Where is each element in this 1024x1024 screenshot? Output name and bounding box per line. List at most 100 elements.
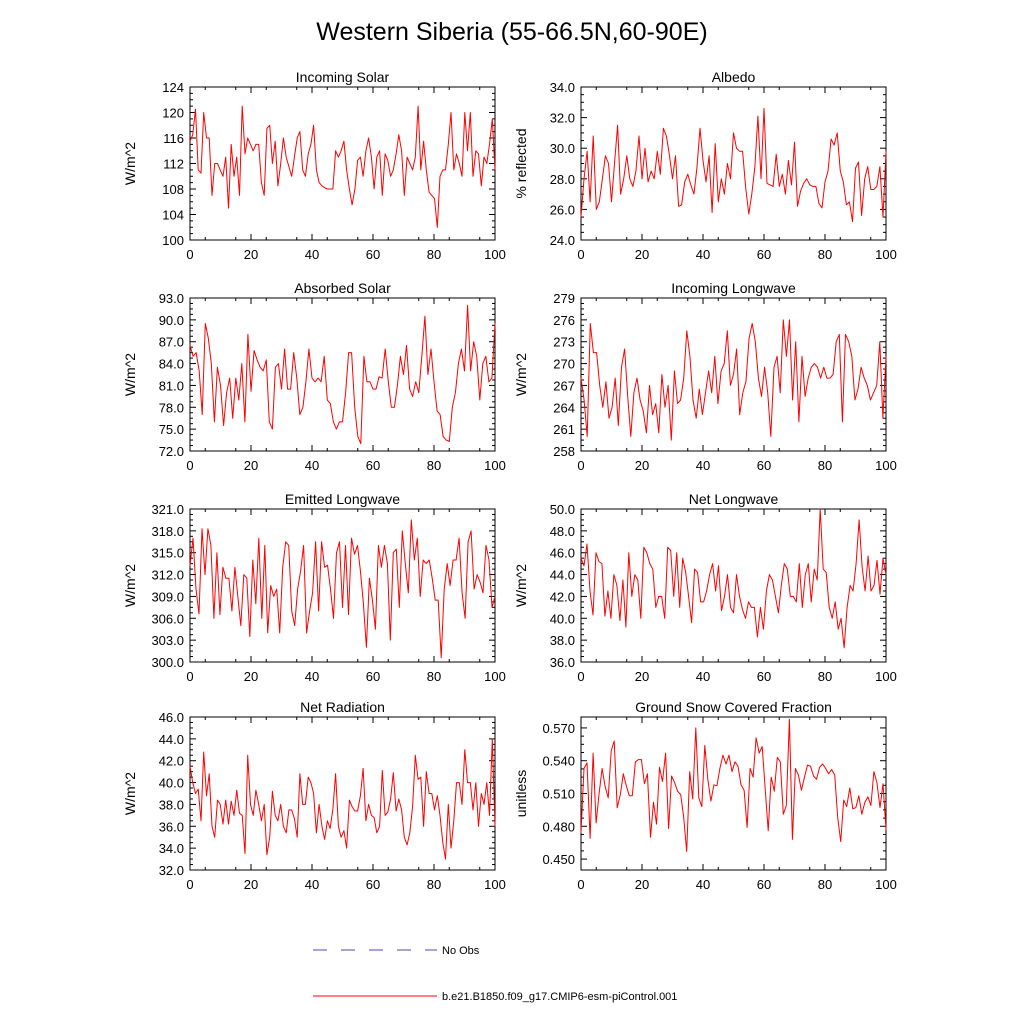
x-tick-label: 80	[427, 669, 441, 684]
y-tick-label: 312.0	[151, 568, 184, 583]
x-tick-label: 80	[818, 877, 832, 892]
x-tick-label: 40	[696, 669, 710, 684]
x-tick-label: 40	[696, 247, 710, 262]
series-line-0	[580, 508, 887, 649]
y-tick-label: 75.0	[159, 422, 184, 437]
x-tick-label: 60	[757, 877, 771, 892]
y-axis-label: unitless	[513, 770, 529, 817]
y-tick-label: 48.0	[550, 524, 575, 539]
x-tick-label: 100	[484, 877, 506, 892]
y-tick-label: 279	[553, 291, 575, 306]
y-tick-label: 124	[162, 80, 184, 95]
x-tick-label: 20	[244, 247, 258, 262]
x-tick-label: 0	[577, 458, 584, 473]
y-tick-label: 36.0	[550, 655, 575, 670]
x-tick-label: 80	[427, 877, 441, 892]
x-tick-label: 20	[635, 669, 649, 684]
panel-title: Albedo	[712, 69, 756, 85]
y-tick-label: 36.0	[159, 819, 184, 834]
y-tick-label: 32.0	[550, 111, 575, 126]
panel-title: Incoming Longwave	[671, 280, 796, 296]
series-line-0	[189, 105, 496, 228]
y-tick-label: 0.450	[542, 852, 575, 867]
y-tick-label: 112	[163, 157, 184, 172]
series-line-0	[189, 738, 496, 860]
chart-panel-0: Incoming Solar W/m^2 0 20 40 60 80 100 100 104 108…	[122, 69, 506, 262]
x-tick-label: 100	[484, 247, 506, 262]
y-tick-label: 34.0	[159, 841, 184, 856]
y-tick-label: 100	[162, 233, 184, 248]
y-tick-label: 93.0	[159, 291, 184, 306]
y-tick-label: 24.0	[550, 233, 575, 248]
x-tick-label: 20	[635, 877, 649, 892]
y-tick-label: 267	[553, 378, 575, 393]
y-tick-label: 104	[162, 208, 184, 223]
series-line-0	[580, 718, 887, 852]
y-tick-label: 50.0	[550, 502, 575, 517]
y-tick-label: 26.0	[550, 202, 575, 217]
y-tick-label: 42.0	[550, 589, 575, 604]
x-tick-label: 20	[244, 458, 258, 473]
x-tick-label: 80	[427, 458, 441, 473]
legend-label-model: b.e21.B1850.f09_g17.CMIP6-esm-piControl.…	[442, 991, 677, 1003]
x-tick-label: 40	[305, 877, 319, 892]
y-axis-label: W/m^2	[122, 353, 138, 396]
panel-title: Emitted Longwave	[285, 491, 400, 507]
x-tick-label: 80	[818, 247, 832, 262]
y-tick-label: 116	[163, 131, 184, 146]
y-tick-label: 40.0	[550, 611, 575, 626]
y-tick-label: 0.510	[542, 787, 575, 802]
x-tick-label: 40	[305, 669, 319, 684]
x-tick-label: 100	[875, 669, 897, 684]
x-tick-label: 0	[186, 458, 193, 473]
y-tick-label: 42.0	[159, 754, 184, 769]
x-tick-label: 20	[635, 247, 649, 262]
panel-title: Ground Snow Covered Fraction	[635, 699, 832, 715]
x-tick-label: 40	[696, 458, 710, 473]
x-tick-label: 20	[635, 458, 649, 473]
x-tick-label: 0	[577, 877, 584, 892]
y-tick-label: 44.0	[550, 568, 575, 583]
plot-frame	[580, 508, 887, 663]
panel-title: Net Longwave	[689, 491, 779, 507]
y-tick-label: 0.480	[542, 819, 575, 834]
legend-label-no-obs: No Obs	[442, 945, 480, 957]
y-tick-label: 40.0	[159, 776, 184, 791]
y-tick-label: 0.570	[542, 721, 575, 736]
x-tick-label: 100	[875, 877, 897, 892]
chart-panel-3: Incoming Longwave W/m^2 0 20 40 60 80 100 258 261…	[513, 280, 897, 473]
y-tick-label: 46.0	[550, 546, 575, 561]
panel-title: Incoming Solar	[296, 69, 390, 85]
series-line-0	[189, 304, 496, 445]
y-tick-label: 32.0	[159, 863, 184, 878]
chart-panel-7: Ground Snow Covered Fraction unitless 0 20 4…	[513, 699, 897, 892]
chart-panel-6: Net Radiation W/m^2 0 20 40 60 80 100 32.0 34.0 36…	[122, 699, 506, 892]
y-tick-label: 261	[553, 422, 575, 437]
y-tick-label: 34.0	[550, 80, 575, 95]
y-tick-label: 273	[553, 335, 575, 350]
plot-frame	[189, 297, 496, 452]
chart-panel-1: Albedo % reflected 0 20 40 60 80 100 24.0 26.0 28.…	[513, 69, 897, 262]
y-axis-label: W/m^2	[122, 772, 138, 815]
panel-title: Net Radiation	[300, 699, 385, 715]
chart-panel-4: Emitted Longwave W/m^2 0 20 40 60 80 100 300.0 30…	[122, 491, 506, 684]
plot-frame	[189, 508, 496, 663]
plot-frame	[580, 86, 887, 241]
x-tick-label: 100	[484, 458, 506, 473]
x-tick-label: 80	[427, 247, 441, 262]
series-line-0	[189, 519, 496, 659]
y-tick-label: 321.0	[151, 502, 184, 517]
series-line-0	[580, 107, 887, 223]
y-axis-label: W/m^2	[513, 353, 529, 396]
x-tick-label: 0	[577, 669, 584, 684]
x-tick-label: 20	[244, 669, 258, 684]
series-line-0	[580, 319, 887, 441]
y-tick-label: 46.0	[159, 710, 184, 725]
x-tick-label: 100	[875, 458, 897, 473]
y-axis-label: W/m^2	[513, 564, 529, 607]
plot-frame	[580, 716, 887, 871]
y-tick-label: 258	[553, 444, 575, 459]
x-tick-label: 60	[757, 247, 771, 262]
x-tick-label: 60	[366, 877, 380, 892]
